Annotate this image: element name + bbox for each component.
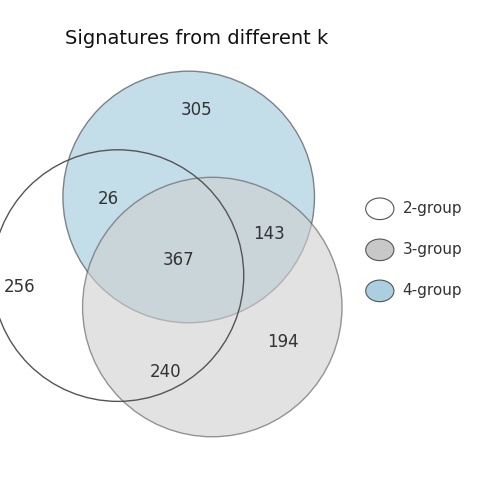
Circle shape — [366, 239, 394, 261]
Text: 256: 256 — [4, 278, 35, 296]
Text: 194: 194 — [267, 334, 299, 351]
Text: 4-group: 4-group — [402, 283, 462, 298]
Text: 3-group: 3-group — [402, 242, 462, 258]
Circle shape — [63, 71, 314, 323]
Title: Signatures from different k: Signatures from different k — [65, 29, 328, 48]
Text: 240: 240 — [149, 363, 181, 381]
Circle shape — [366, 280, 394, 302]
Text: 26: 26 — [98, 190, 118, 208]
Text: 2-group: 2-group — [402, 201, 462, 216]
Circle shape — [366, 198, 394, 220]
Text: 367: 367 — [163, 251, 195, 269]
Text: 143: 143 — [254, 225, 285, 243]
Circle shape — [83, 177, 342, 437]
Text: 305: 305 — [181, 101, 212, 119]
